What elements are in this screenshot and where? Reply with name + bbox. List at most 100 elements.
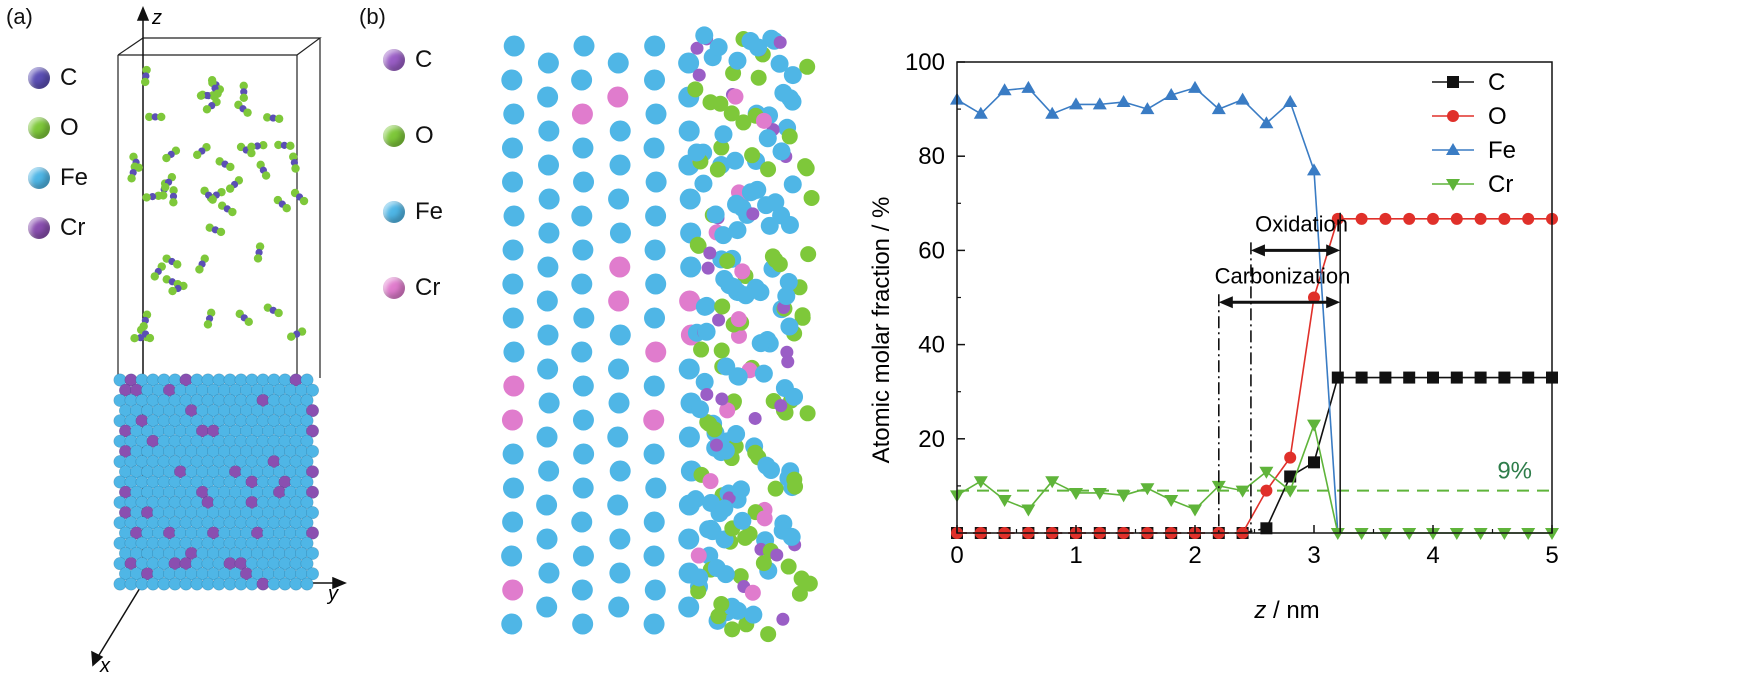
panel-a-legend-label: Fe <box>60 164 89 191</box>
oxygen-atom <box>732 568 749 585</box>
oxygen-atom <box>195 265 204 274</box>
data-point <box>1308 291 1320 304</box>
chromium-atom <box>305 526 319 540</box>
series-cr <box>950 419 1559 540</box>
chromium-atom <box>702 473 719 490</box>
iron-atom <box>691 400 710 419</box>
iron-atom <box>608 358 630 380</box>
oxygen-atom <box>247 148 256 158</box>
iron-atom <box>537 358 559 380</box>
iron-atom <box>289 577 303 591</box>
carbon-atom <box>770 548 784 562</box>
carbon-atom <box>240 88 248 96</box>
panel-a-legend-o: O <box>28 114 79 142</box>
oxygen-atom <box>243 108 252 117</box>
oxygen-atom <box>150 272 159 281</box>
oxygen-atom <box>161 182 170 192</box>
iron-atom <box>609 154 631 176</box>
plot-frame <box>956 61 1553 534</box>
oxygen-atom <box>274 140 283 150</box>
oxygen-atom <box>760 626 777 643</box>
iron-atom <box>644 239 666 261</box>
data-point <box>1497 528 1512 540</box>
y-tick-label: 60 <box>918 237 945 264</box>
chromium-atom <box>503 375 525 397</box>
oxygen-atom <box>781 128 798 145</box>
iron-atom <box>572 137 594 159</box>
axis-z-label: z <box>151 7 162 29</box>
chromium-atom <box>305 424 319 438</box>
carbon-atom <box>715 392 729 406</box>
iron-atom <box>572 613 594 635</box>
oxygen-atom <box>747 444 764 461</box>
iron-atom <box>537 256 559 278</box>
iron-atom <box>502 477 524 499</box>
iron-atom <box>643 545 665 567</box>
carbon-atom <box>773 35 787 49</box>
carbon-atom <box>780 345 794 359</box>
chromium-atom <box>502 579 524 601</box>
data-point <box>1378 528 1393 540</box>
data-point <box>1069 97 1083 110</box>
chromium-atom <box>608 290 630 312</box>
oxygen-atom <box>714 298 731 315</box>
iron-atom <box>607 52 629 74</box>
iron-atom <box>777 287 796 306</box>
iron-atom <box>501 69 523 91</box>
iron-atom <box>537 52 559 74</box>
iron-atom <box>609 562 631 584</box>
oxygen-atom <box>690 583 707 600</box>
arrow-right-icon <box>1326 296 1341 309</box>
legend-entry-o: O <box>1432 103 1507 130</box>
panel-b-legend-label: O <box>415 122 434 149</box>
oxygen-atom <box>709 161 726 178</box>
data-point <box>1235 485 1250 498</box>
iron-atom <box>770 54 789 73</box>
iron-atom <box>305 506 319 520</box>
carbon-atom <box>781 355 795 369</box>
series-c <box>951 371 1558 539</box>
iron-atom <box>645 103 667 125</box>
iron-atom <box>697 322 716 341</box>
iron-atom <box>678 426 700 448</box>
iron-atom <box>245 577 259 591</box>
iron-atom <box>678 596 700 618</box>
iron-atom <box>609 528 631 550</box>
iron-atom <box>678 358 700 380</box>
oxygen-atom <box>741 525 758 542</box>
data-point <box>1474 371 1487 384</box>
series-segment <box>1241 490 1268 534</box>
iron-atom <box>536 494 558 516</box>
carbon-atom <box>253 142 261 150</box>
data-point <box>1402 528 1417 540</box>
iron-atom <box>643 613 665 635</box>
oxygen-atom <box>130 162 139 171</box>
iron-atom <box>780 215 799 234</box>
iron-atom <box>783 66 802 85</box>
series-segment <box>1289 101 1315 171</box>
chromium-atom <box>305 465 319 479</box>
iron-atom <box>645 273 667 295</box>
data-point <box>1092 487 1107 500</box>
atom-o-icon <box>28 117 50 139</box>
data-point <box>1284 451 1297 464</box>
oxygen-atom <box>755 555 772 572</box>
iron-atom <box>300 475 314 489</box>
oxygen-atom <box>159 191 168 200</box>
iron-atom <box>538 120 560 142</box>
iron-atom <box>305 567 319 581</box>
oxygen-atom <box>286 332 296 341</box>
panel-b-legend-label: C <box>415 46 433 73</box>
composition-chart: 9% 0 1 2 3 4 5 20 40 60 80 100 Oxidation Carbonizat… <box>868 49 1559 624</box>
oxygen-atom <box>142 310 152 319</box>
iron-atom <box>212 577 226 591</box>
oxygen-atom <box>145 333 155 343</box>
panel-b-legend-o: O <box>383 122 434 150</box>
iron-atom <box>645 171 667 193</box>
iron-atom <box>643 443 665 465</box>
simulation-box-frame <box>117 37 322 378</box>
panel-a-legend-c: C <box>28 64 77 92</box>
data-point <box>1188 504 1202 517</box>
iron-atom <box>190 577 204 591</box>
carbon-atom <box>700 387 714 401</box>
